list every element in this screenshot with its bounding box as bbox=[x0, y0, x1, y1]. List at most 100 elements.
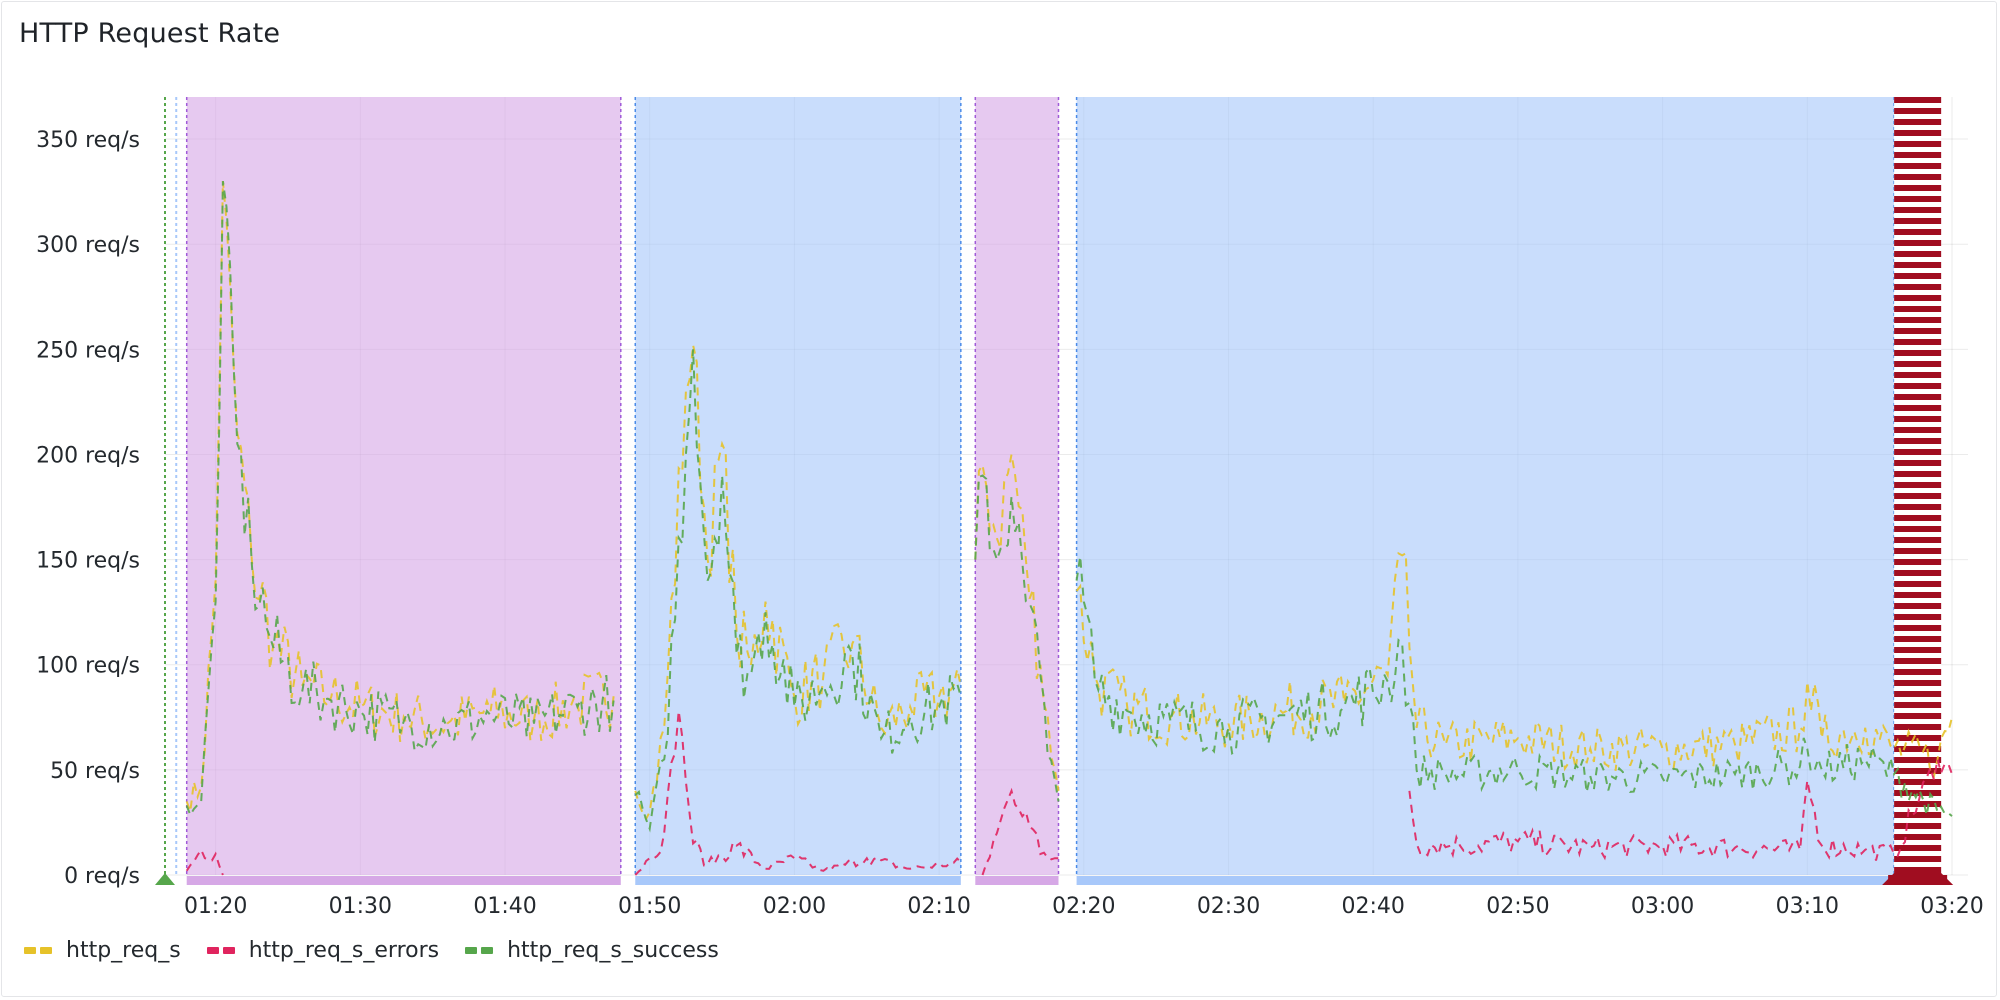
series-http_req_s_errors-segment-2 bbox=[981, 787, 1059, 876]
series-http_req_s_errors-segment-1 bbox=[634, 710, 962, 876]
x-tick-label: 01:30 bbox=[329, 894, 392, 919]
legend-item-http-req-s[interactable]: http_req_s bbox=[24, 938, 181, 963]
alert-stripe bbox=[1894, 845, 1942, 851]
alert-stripe bbox=[1894, 526, 1942, 532]
alert-stripe bbox=[1894, 581, 1942, 587]
alert-stripe bbox=[1894, 790, 1942, 796]
alert-stripe bbox=[1894, 504, 1942, 510]
alert-stripe bbox=[1894, 548, 1942, 554]
alert-stripe bbox=[1894, 328, 1942, 334]
alert-stripe bbox=[1894, 196, 1942, 202]
alert-stripe bbox=[1894, 251, 1942, 257]
series-lines bbox=[185, 180, 1953, 876]
x-tick-label: 02:20 bbox=[1052, 894, 1115, 919]
alert-stripe bbox=[1894, 867, 1942, 873]
alert-stripe bbox=[1894, 284, 1942, 290]
alert-marker-triangle bbox=[1882, 873, 1954, 885]
x-tick-label: 01:40 bbox=[473, 894, 536, 919]
annotation-bars[interactable] bbox=[155, 873, 1954, 885]
y-tick-label: 50 req/s bbox=[50, 759, 140, 784]
series-http_req_s-segment-0 bbox=[185, 181, 615, 812]
alert-stripe bbox=[1894, 317, 1942, 323]
series-http_req_s_success-segment-3 bbox=[1075, 556, 1953, 817]
alert-stripe bbox=[1894, 295, 1942, 301]
x-tick-label: 03:00 bbox=[1631, 894, 1694, 919]
alert-stripe bbox=[1894, 262, 1942, 268]
y-tick-label: 350 req/s bbox=[36, 128, 140, 153]
alert-stripe bbox=[1894, 273, 1942, 279]
alert-stripe bbox=[1894, 691, 1942, 697]
alert-stripe bbox=[1894, 757, 1942, 763]
series-http_req_s-segment-1 bbox=[634, 344, 962, 821]
alert-stripe bbox=[1894, 724, 1942, 730]
alert-stripe bbox=[1894, 372, 1942, 378]
x-tick-label: 01:50 bbox=[618, 894, 681, 919]
alert-stripe bbox=[1894, 229, 1942, 235]
y-tick-label: 200 req/s bbox=[36, 443, 140, 468]
x-tick-label: 03:20 bbox=[1920, 894, 1983, 919]
legend: http_req_s http_req_s_errors http_req_s_… bbox=[24, 938, 719, 963]
y-tick-label: 0 req/s bbox=[64, 864, 140, 889]
alert-stripe bbox=[1894, 603, 1942, 609]
alert-stripe bbox=[1894, 218, 1942, 224]
alert-stripe bbox=[1894, 361, 1942, 367]
alert-stripe bbox=[1894, 856, 1942, 862]
legend-swatch-http-req-s-errors bbox=[206, 947, 235, 954]
x-tick-label: 02:00 bbox=[763, 894, 826, 919]
annotation-region-3 bbox=[1076, 97, 1895, 875]
legend-swatch-http-req-s bbox=[24, 947, 52, 954]
alert-stripe bbox=[1894, 405, 1942, 411]
annotation-bar-2 bbox=[975, 876, 1059, 885]
alert-stripe bbox=[1894, 306, 1942, 312]
alert-stripe bbox=[1894, 416, 1942, 422]
x-tick-label: 02:40 bbox=[1342, 894, 1405, 919]
legend-label-http-req-s-errors: http_req_s_errors bbox=[248, 938, 440, 963]
x-tick-label: 03:10 bbox=[1776, 894, 1839, 919]
series-http_req_s_errors-segment-0 bbox=[185, 847, 224, 876]
annotation-bar-1 bbox=[635, 876, 961, 885]
alert-stripe bbox=[1894, 141, 1942, 147]
series-http_req_s-segment-3 bbox=[1075, 551, 1953, 780]
alert-stripe bbox=[1894, 394, 1942, 400]
annotation-regions bbox=[164, 97, 1942, 875]
alert-stripe bbox=[1894, 614, 1942, 620]
alert-stripe bbox=[1894, 108, 1942, 114]
series-http_req_s_success-segment-2 bbox=[974, 474, 1060, 802]
y-tick-label: 250 req/s bbox=[36, 338, 140, 363]
annotation-bar-0 bbox=[186, 876, 621, 885]
alert-stripe bbox=[1894, 350, 1942, 356]
alert-stripe bbox=[1894, 130, 1942, 136]
x-tick-label: 02:30 bbox=[1197, 894, 1260, 919]
annotation-region-1 bbox=[635, 97, 961, 875]
series-http_req_s_errors-segment-3 bbox=[1408, 759, 1953, 861]
alert-stripe bbox=[1894, 647, 1942, 653]
annotation-bar-3 bbox=[1076, 876, 1895, 885]
series-http_req_s_success-segment-1 bbox=[634, 349, 962, 833]
alert-stripe bbox=[1894, 812, 1942, 818]
alert-stripe bbox=[1894, 702, 1942, 708]
alert-stripe bbox=[1894, 746, 1942, 752]
alert-stripe bbox=[1894, 119, 1942, 125]
alert-stripe bbox=[1894, 471, 1942, 477]
y-tick-label: 100 req/s bbox=[36, 654, 140, 679]
alert-stripe bbox=[1894, 240, 1942, 246]
alert-stripe bbox=[1894, 779, 1942, 785]
alert-stripe bbox=[1894, 449, 1942, 455]
alert-stripe bbox=[1894, 559, 1942, 565]
alert-stripe bbox=[1894, 834, 1942, 840]
legend-label-http-req-s: http_req_s bbox=[66, 938, 181, 963]
legend-item-http-req-s-errors[interactable]: http_req_s_errors bbox=[206, 938, 440, 963]
legend-item-http-req-s-success[interactable]: http_req_s_success bbox=[465, 938, 719, 963]
y-tick-label: 150 req/s bbox=[36, 549, 140, 574]
y-tick-label: 300 req/s bbox=[36, 233, 140, 258]
alert-stripe bbox=[1894, 493, 1942, 499]
alert-stripe bbox=[1894, 163, 1942, 169]
panel-title[interactable]: HTTP Request Rate bbox=[19, 18, 281, 49]
alert-stripe bbox=[1894, 713, 1942, 719]
alert-stripe bbox=[1894, 339, 1942, 345]
annotation-region-2 bbox=[975, 97, 1059, 875]
alert-stripe bbox=[1894, 383, 1942, 389]
alert-stripe bbox=[1894, 768, 1942, 774]
alert-stripe bbox=[1894, 152, 1942, 158]
